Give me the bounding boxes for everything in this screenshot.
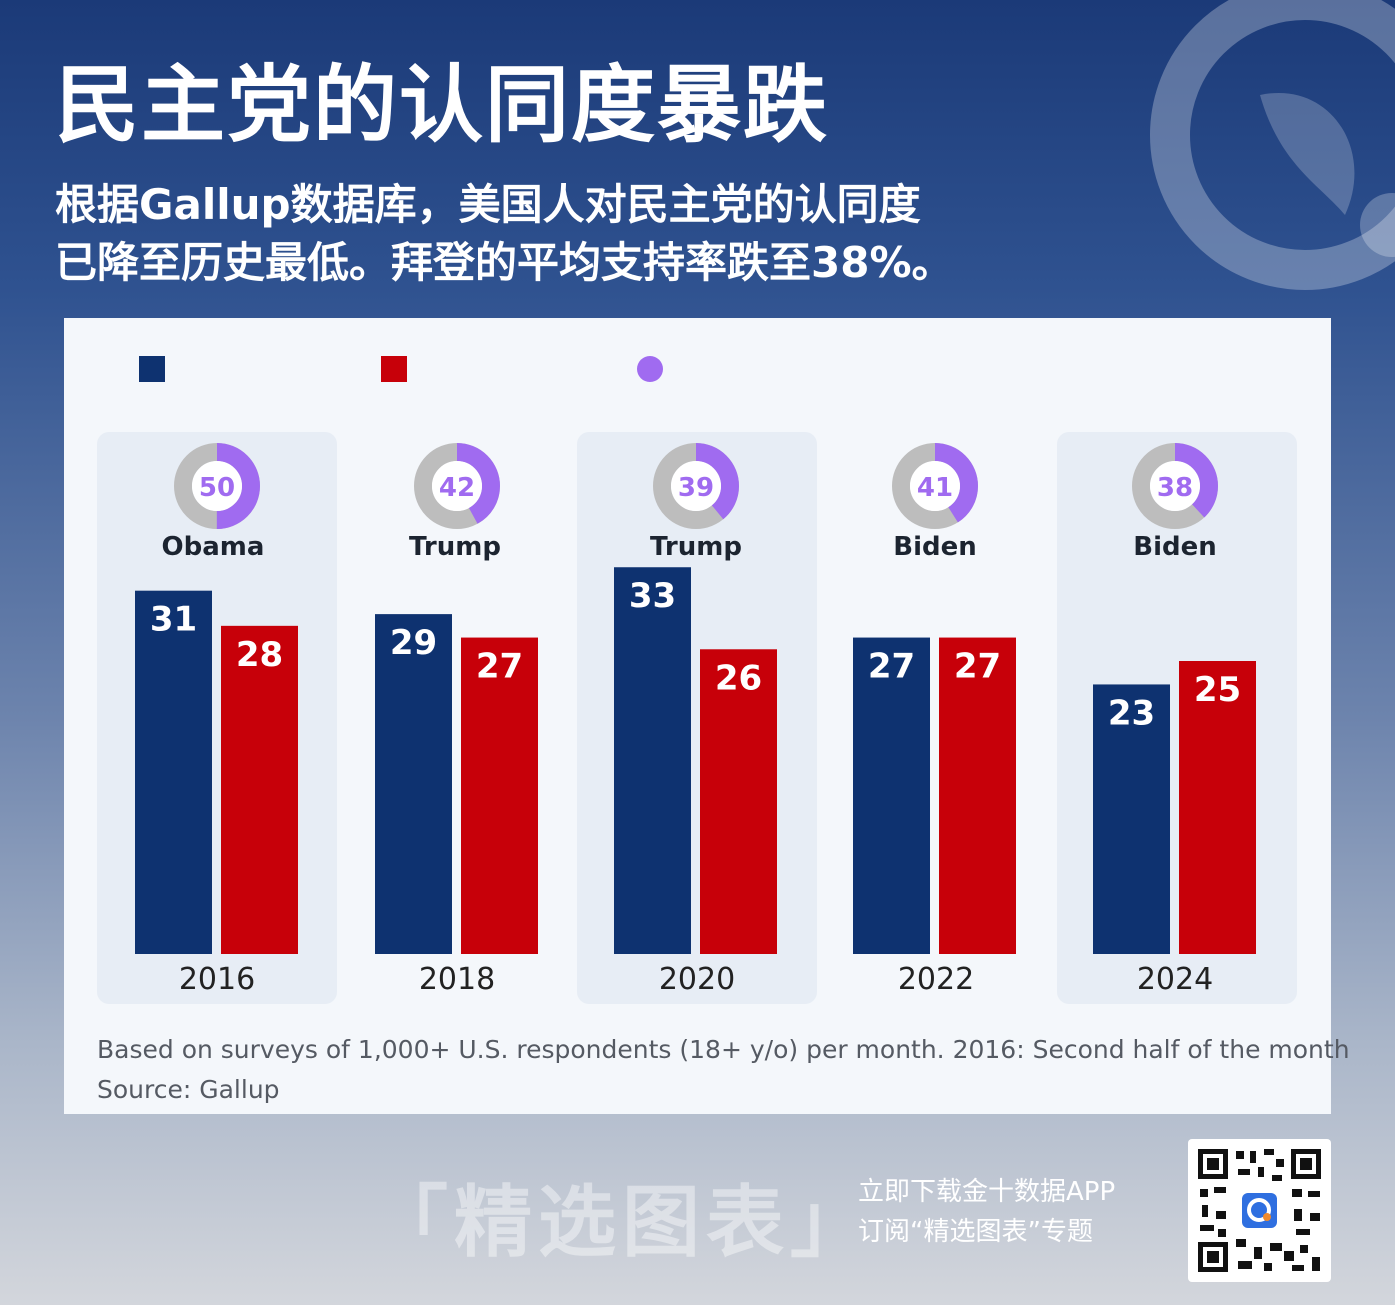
president-label: Biden <box>893 532 977 562</box>
column-background-2024 <box>1057 432 1297 1004</box>
subtitle-line-1: 根据Gallup数据库，美国人对民主党的认同度 <box>55 180 921 229</box>
legend-swatch-republicans <box>381 356 407 382</box>
president-label: Obama <box>161 532 265 562</box>
president-label: Biden <box>1133 532 1217 562</box>
page-subtitle: 根据Gallup数据库，美国人对民主党的认同度 已降至历史最低。拜登的平均支持率… <box>55 176 1155 292</box>
x-tick-label: 2018 <box>418 962 496 997</box>
x-tick-label: 2024 <box>1136 962 1214 997</box>
president-label: Trump <box>650 532 742 562</box>
x-tick-label: 2016 <box>178 962 256 997</box>
subtitle-line-2: 已降至历史最低。拜登的平均支持率跌至38%。 <box>55 238 954 287</box>
brand-logo-icon <box>1150 0 1395 290</box>
president-label: Trump <box>409 532 501 562</box>
footnote: Based on surveys of 1,000+ U.S. responde… <box>97 1030 1350 1110</box>
qr-code-icon[interactable] <box>1188 1139 1331 1282</box>
brand-watermark: 「精选图表」 <box>370 1178 875 1268</box>
legend-swatch-approval <box>637 356 663 382</box>
legend-swatch-democrats <box>139 356 165 382</box>
promo-line-2: 订阅“精选图表”专题 <box>858 1217 1093 1247</box>
qr-code-graphic <box>1198 1149 1321 1272</box>
x-tick-label: 2020 <box>658 962 736 997</box>
column-background-2016 <box>97 432 337 1004</box>
promo-text: 立即下载金十数据APP 订阅“精选图表”专题 <box>858 1172 1115 1252</box>
promo-line-1: 立即下载金十数据APP <box>858 1177 1116 1207</box>
x-tick-label: 2022 <box>897 962 975 997</box>
column-background-2020 <box>577 432 817 1004</box>
footnote-source: Source: Gallup <box>97 1075 280 1104</box>
page-title: 民主党的认同度暴跌 <box>55 56 830 154</box>
footnote-note: Based on surveys of 1,000+ U.S. responde… <box>97 1035 1350 1064</box>
